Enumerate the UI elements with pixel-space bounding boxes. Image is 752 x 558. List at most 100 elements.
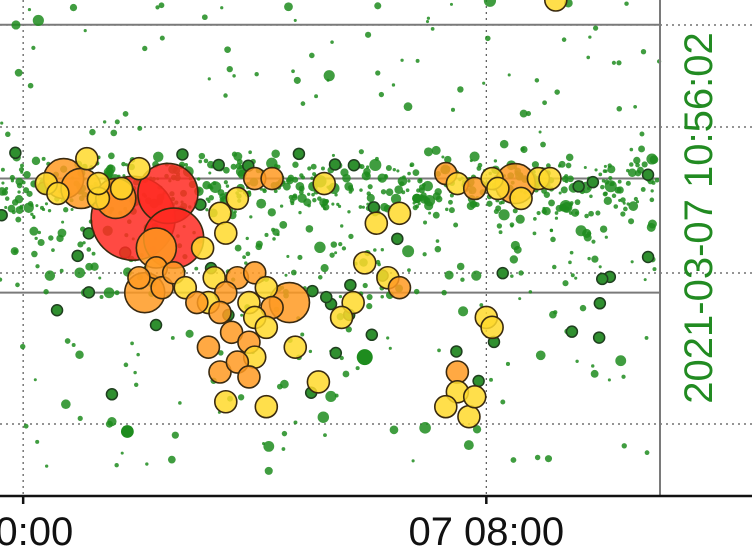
background-point — [594, 168, 598, 172]
event-point — [208, 201, 232, 226]
background-point — [237, 394, 245, 401]
background-point — [264, 466, 273, 475]
background-point — [649, 197, 655, 203]
background-point — [458, 306, 469, 317]
background-point — [591, 239, 596, 244]
background-point — [373, 248, 377, 252]
event-point — [109, 176, 134, 201]
background-point — [643, 278, 647, 282]
background-point — [310, 176, 314, 181]
background-point — [342, 370, 350, 378]
event-point — [352, 251, 377, 275]
background-point — [432, 211, 440, 219]
background-point — [435, 195, 443, 203]
background-point — [542, 100, 547, 106]
ringed-point — [306, 284, 319, 298]
background-point — [366, 294, 373, 301]
background-point — [587, 256, 591, 261]
ringed-point — [176, 148, 189, 161]
background-point — [428, 211, 432, 215]
background-point — [422, 252, 427, 257]
background-point — [457, 86, 464, 93]
background-point — [560, 186, 568, 194]
background-point — [14, 195, 24, 204]
background-point — [378, 177, 382, 182]
background-point — [45, 464, 49, 468]
background-point — [297, 193, 307, 203]
background-point — [434, 245, 442, 253]
background-point — [538, 130, 542, 134]
background-point — [345, 326, 352, 333]
background-point — [449, 2, 453, 6]
ringed-point — [329, 346, 343, 360]
background-point — [267, 208, 276, 217]
background-point — [535, 350, 546, 361]
background-point — [282, 182, 291, 191]
background-point — [407, 268, 411, 273]
background-point — [565, 162, 572, 169]
background-point — [638, 145, 646, 153]
event-point — [254, 275, 279, 300]
background-point — [641, 161, 648, 168]
background-point — [0, 277, 3, 282]
background-point — [4, 186, 9, 191]
background-point — [412, 205, 418, 211]
background-point — [589, 194, 593, 199]
background-point — [89, 128, 96, 136]
background-point — [69, 3, 78, 12]
background-point — [396, 169, 400, 173]
background-point — [295, 181, 305, 191]
background-point — [617, 179, 622, 184]
background-point — [358, 149, 364, 155]
background-point — [378, 91, 385, 98]
ringed-point — [328, 158, 342, 171]
event-point — [213, 221, 238, 245]
event-point — [509, 186, 533, 211]
background-point — [223, 93, 228, 98]
background-point — [15, 206, 24, 214]
background-point — [592, 25, 599, 31]
background-point — [437, 348, 441, 353]
ringed-point — [572, 180, 585, 193]
background-point — [554, 211, 559, 215]
background-point — [549, 310, 557, 319]
background-point — [644, 450, 650, 456]
background-point — [367, 184, 373, 190]
background-point — [4, 196, 10, 201]
background-point — [10, 247, 19, 256]
background-point — [15, 216, 22, 223]
background-point — [348, 233, 354, 240]
background-point — [374, 2, 382, 10]
background-point — [281, 430, 288, 437]
background-point — [133, 370, 137, 375]
background-point — [133, 382, 139, 387]
background-point — [120, 425, 134, 438]
background-point — [574, 199, 581, 206]
background-point — [86, 247, 92, 252]
background-point — [325, 390, 337, 402]
background-point — [298, 210, 302, 215]
background-point — [272, 228, 280, 236]
background-point — [552, 264, 557, 270]
background-point — [562, 280, 569, 287]
background-point — [297, 254, 303, 260]
background-point — [366, 191, 371, 196]
background-point — [120, 451, 124, 455]
background-point — [456, 262, 465, 271]
background-point — [225, 184, 230, 188]
ringed-point — [0, 208, 8, 222]
background-point — [230, 163, 237, 170]
ringed-point — [391, 232, 404, 246]
background-point — [7, 204, 16, 213]
background-point — [453, 222, 459, 228]
background-point — [400, 58, 404, 62]
background-point — [153, 151, 164, 162]
ringed-point — [320, 290, 333, 304]
background-point — [317, 275, 323, 280]
background-point — [245, 251, 251, 257]
background-point — [70, 207, 74, 211]
background-point — [575, 359, 579, 363]
event-point — [75, 146, 99, 171]
background-point — [273, 189, 278, 194]
